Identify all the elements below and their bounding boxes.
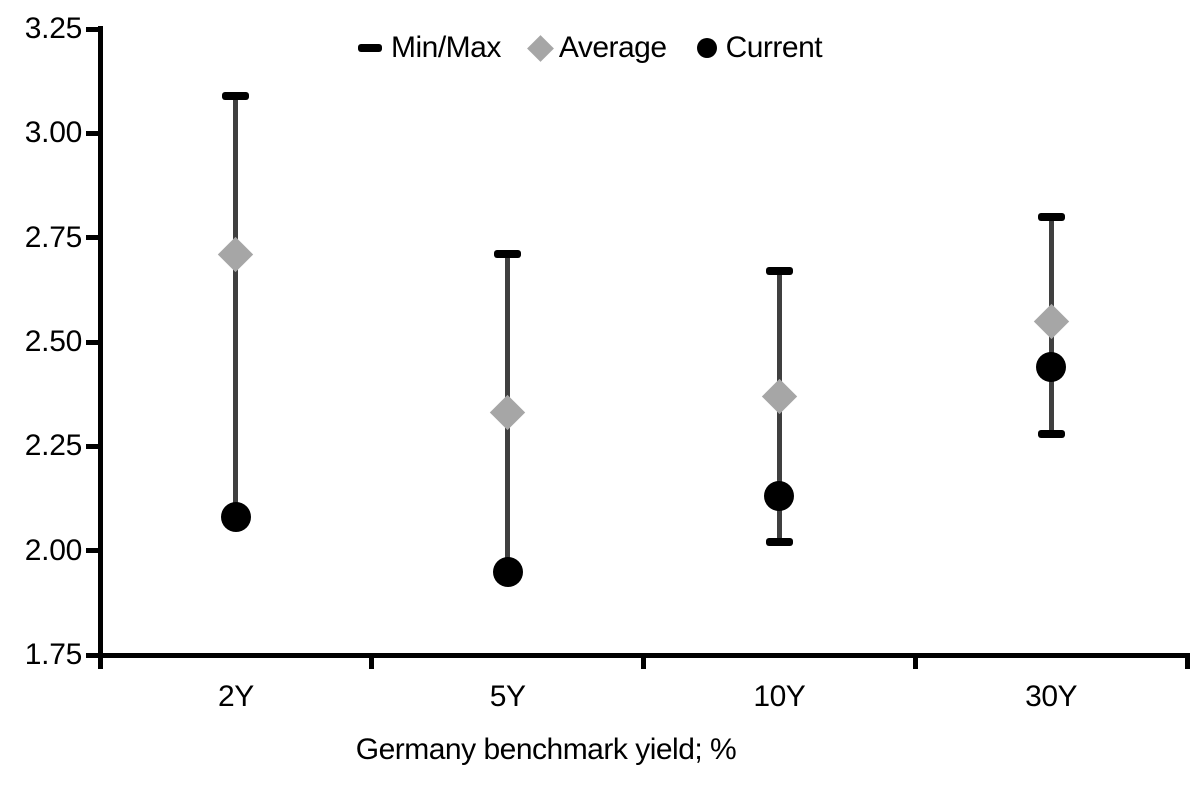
current-marker xyxy=(1036,352,1067,383)
max-cap xyxy=(1037,212,1065,221)
x-axis-tick xyxy=(912,655,918,669)
max-cap xyxy=(222,91,250,100)
y-tick-label: 2.25 xyxy=(24,429,83,463)
y-axis-tick xyxy=(86,235,100,241)
legend-item: Current xyxy=(696,31,823,65)
legend-label: Min/Max xyxy=(391,31,501,64)
current-marker xyxy=(220,502,251,533)
average-marker xyxy=(1033,303,1069,339)
max-cap xyxy=(494,250,522,259)
category-label: 30Y xyxy=(1025,680,1078,713)
x-axis-tick xyxy=(97,655,103,669)
circle-legend-icon xyxy=(696,38,717,58)
y-tick-label: 3.00 xyxy=(24,116,83,150)
x-axis-tick xyxy=(1184,655,1190,669)
y-axis-tick xyxy=(86,339,100,345)
diamond-legend-icon xyxy=(526,34,554,62)
y-tick-label: 3.25 xyxy=(24,12,83,45)
average-marker xyxy=(489,395,526,431)
min-cap xyxy=(1037,429,1065,438)
y-axis-tick xyxy=(86,26,100,32)
y-tick-label: 2.00 xyxy=(24,533,83,567)
legend-item: Min/Max xyxy=(358,31,501,65)
y-tick-label: 2.50 xyxy=(24,325,83,358)
y-axis-tick xyxy=(86,652,100,658)
average-marker xyxy=(218,236,254,273)
legend-label: Average xyxy=(558,31,667,64)
x-axis-tick xyxy=(641,655,646,669)
category-label: 5Y xyxy=(489,680,526,713)
legend-label: Current xyxy=(725,31,823,64)
legend: Min/Max Average Current xyxy=(358,31,823,65)
y-tick-label: 1.75 xyxy=(24,638,83,671)
y-axis-tick xyxy=(86,130,100,136)
x-axis-title: Germany benchmark yield; % xyxy=(355,733,737,766)
average-marker xyxy=(761,378,798,414)
category-label: 10Y xyxy=(753,680,806,713)
min-max-range-line xyxy=(233,95,239,518)
dash-legend-icon xyxy=(358,44,382,52)
legend-item: Average xyxy=(526,31,667,65)
y-axis-tick xyxy=(86,443,100,449)
y-axis-line xyxy=(97,26,103,658)
x-axis-tick xyxy=(369,655,375,669)
max-cap xyxy=(765,267,793,276)
current-marker xyxy=(764,481,795,512)
y-axis-tick xyxy=(86,548,100,554)
y-tick-label: 2.75 xyxy=(24,220,83,254)
current-marker xyxy=(492,556,523,587)
min-cap xyxy=(765,538,793,547)
category-label: 2Y xyxy=(218,680,254,713)
